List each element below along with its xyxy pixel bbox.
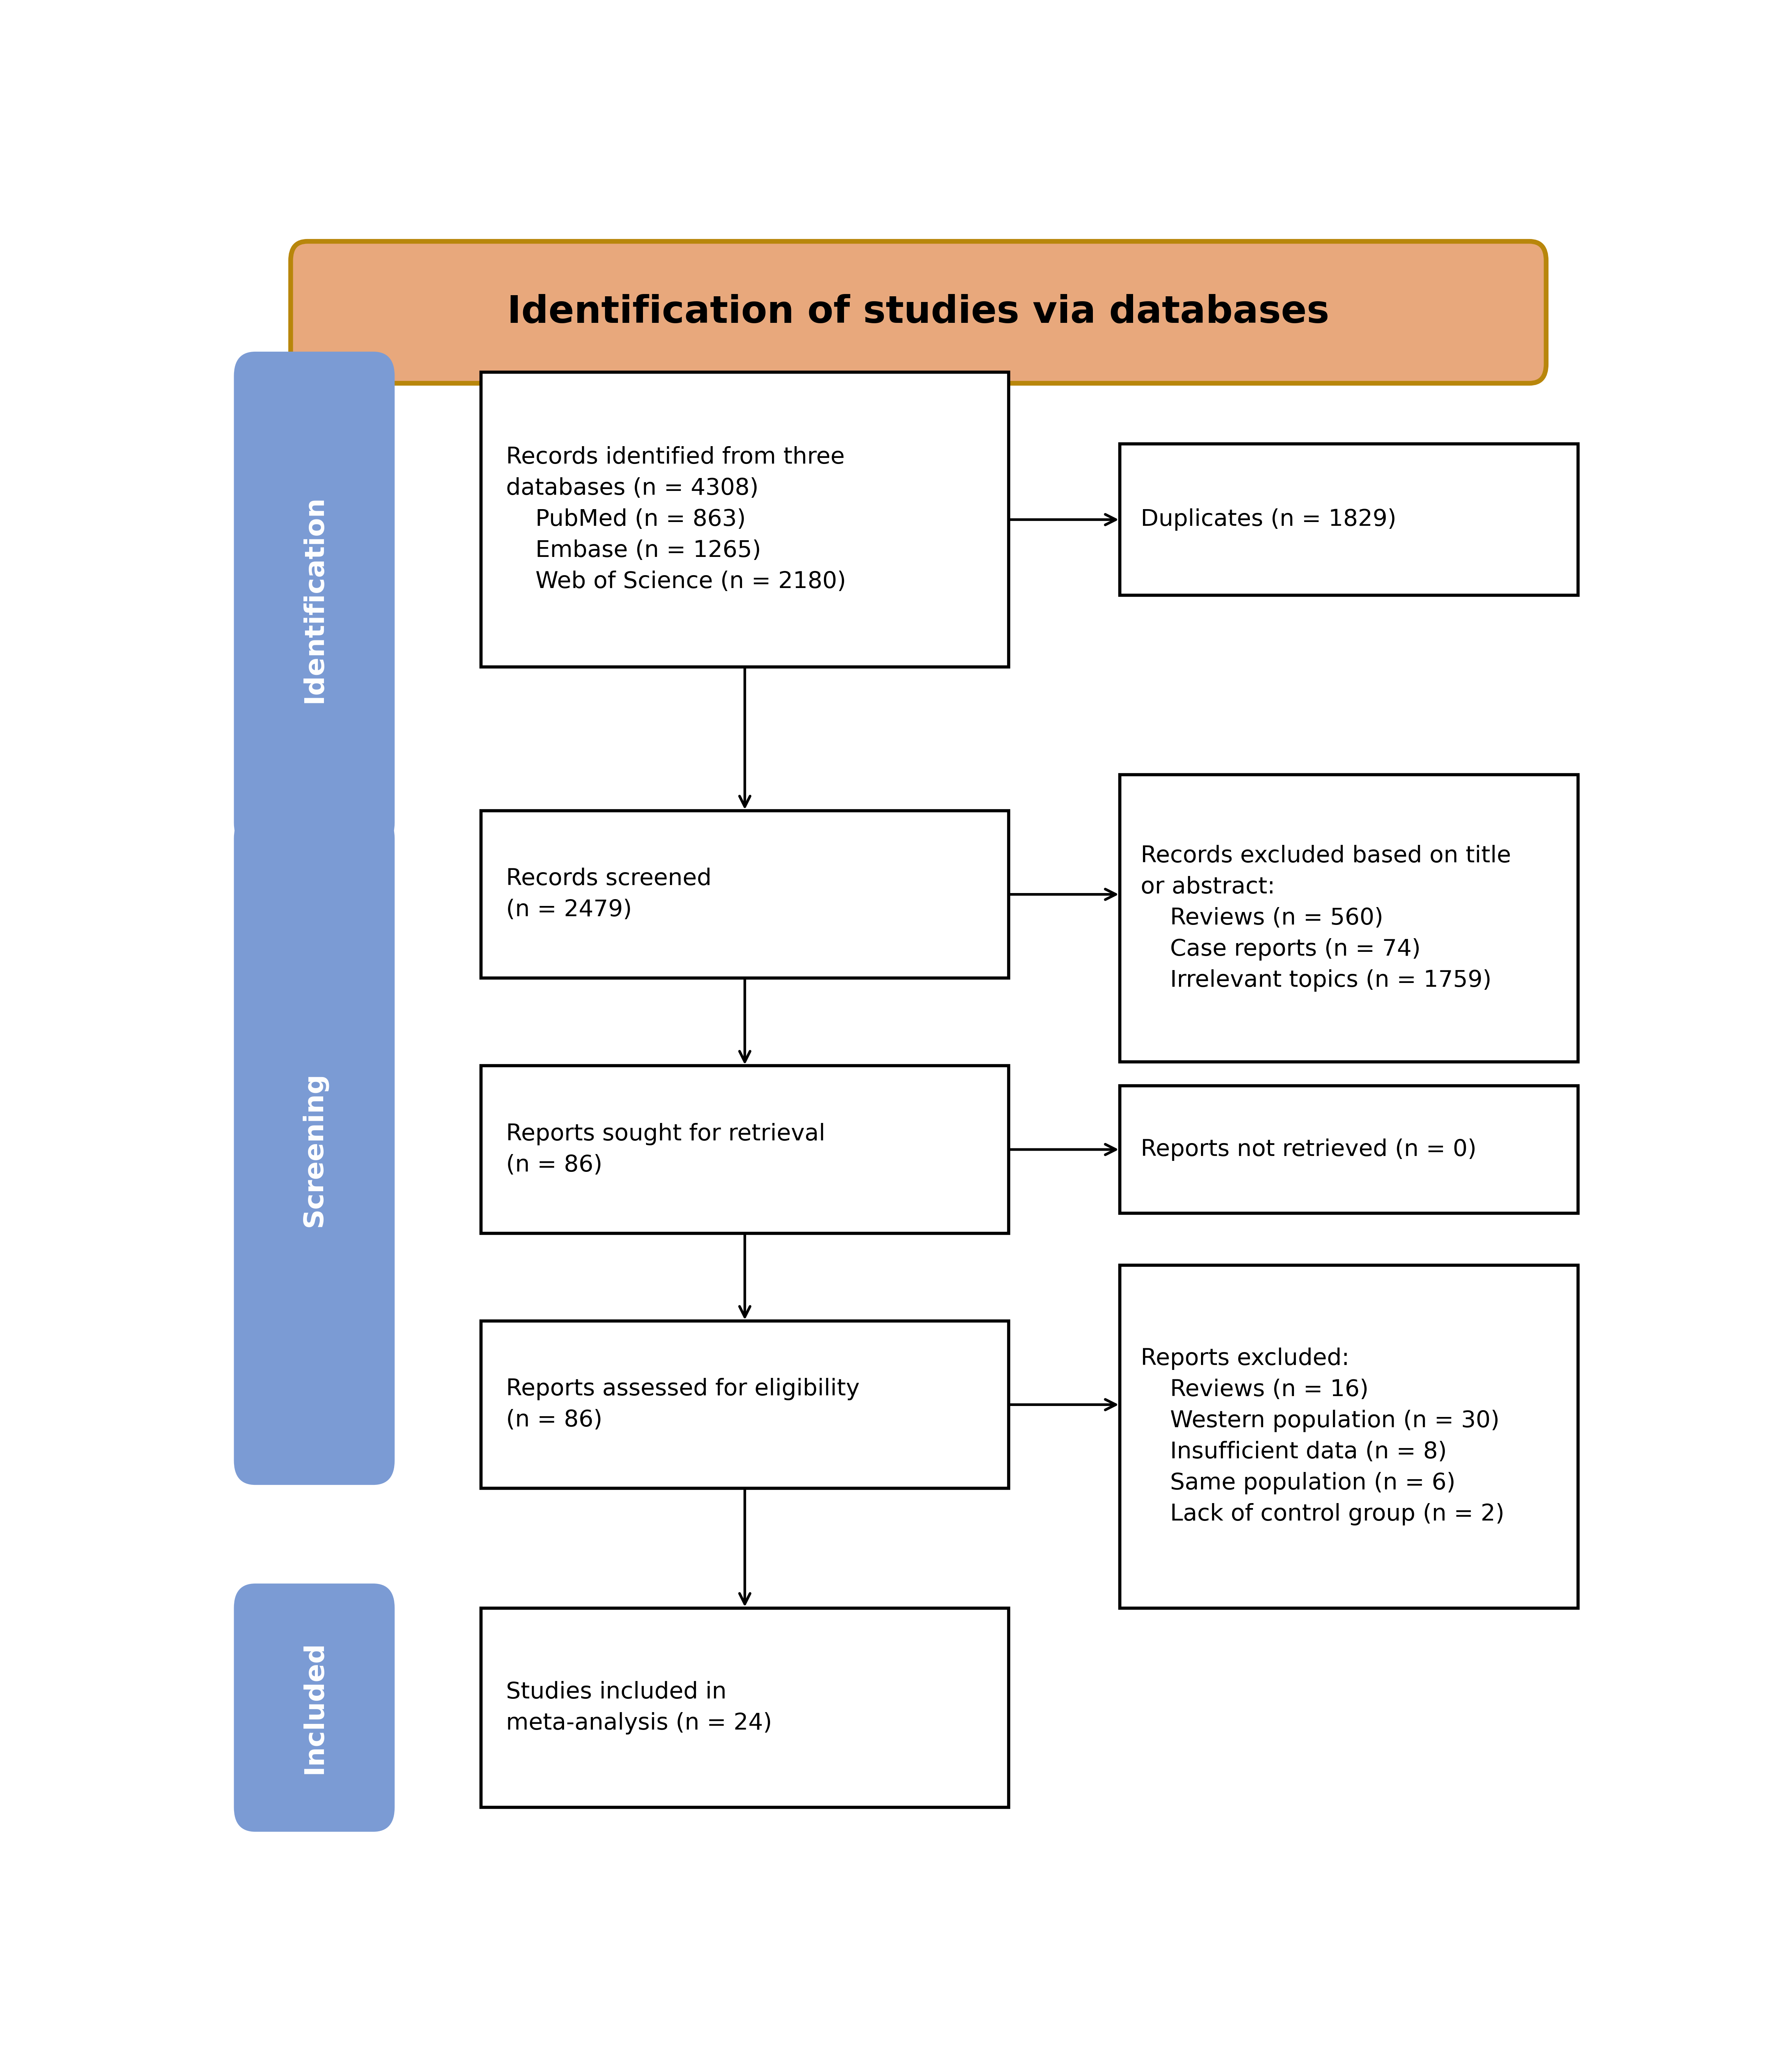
FancyBboxPatch shape [235,1584,394,1831]
FancyBboxPatch shape [480,1067,1009,1232]
Text: Included: Included [301,1640,328,1775]
FancyBboxPatch shape [235,814,394,1485]
Text: Duplicates (n = 1829): Duplicates (n = 1829) [1142,507,1396,530]
FancyBboxPatch shape [480,373,1009,667]
Text: Studies included in
meta-analysis (n = 24): Studies included in meta-analysis (n = 2… [505,1682,772,1733]
Text: Screening: Screening [301,1073,328,1226]
Text: Identification of studies via databases: Identification of studies via databases [507,294,1330,331]
FancyBboxPatch shape [1120,443,1579,594]
Text: Identification: Identification [301,495,328,704]
Text: Records excluded based on title
or abstract:
    Reviews (n = 560)
    Case repo: Records excluded based on title or abstr… [1142,845,1511,992]
Text: Records identified from three
databases (n = 4308)
    PubMed (n = 863)
    Emba: Records identified from three databases … [505,445,846,592]
FancyBboxPatch shape [480,1321,1009,1489]
FancyBboxPatch shape [480,810,1009,978]
FancyBboxPatch shape [1120,775,1579,1062]
FancyBboxPatch shape [1120,1265,1579,1607]
Text: Records screened
(n = 2479): Records screened (n = 2479) [505,868,711,922]
Text: Reports assessed for eligibility
(n = 86): Reports assessed for eligibility (n = 86… [505,1377,860,1431]
FancyBboxPatch shape [235,352,394,847]
FancyBboxPatch shape [290,242,1546,383]
Text: Reports excluded:
    Reviews (n = 16)
    Western population (n = 30)
    Insuf: Reports excluded: Reviews (n = 16) Weste… [1142,1348,1503,1526]
Text: Reports not retrieved (n = 0): Reports not retrieved (n = 0) [1142,1139,1477,1160]
FancyBboxPatch shape [480,1607,1009,1808]
FancyBboxPatch shape [1120,1085,1579,1214]
Text: Reports sought for retrieval
(n = 86): Reports sought for retrieval (n = 86) [505,1122,824,1176]
